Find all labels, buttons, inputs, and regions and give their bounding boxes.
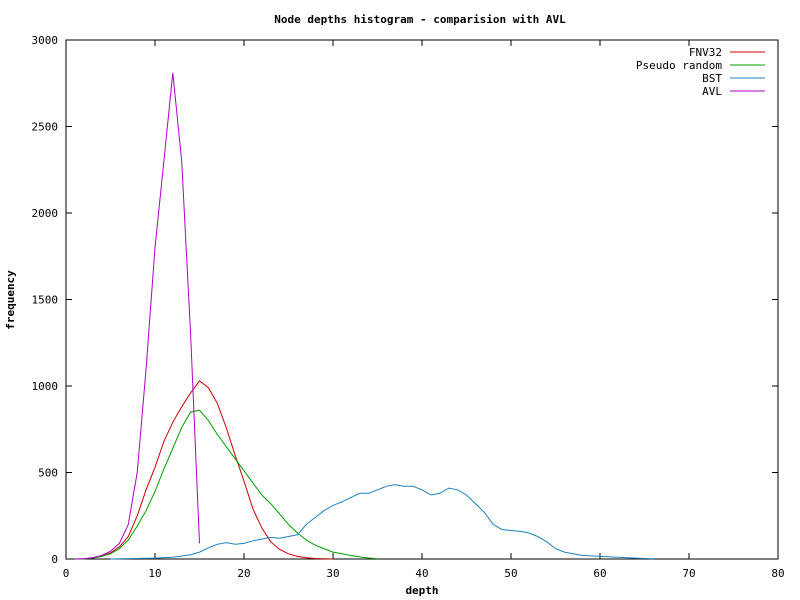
series-line-pseudo-random [74, 409, 378, 560]
series-line-bst [110, 484, 654, 560]
axis-ticks: 0 10 20 30 40 50 60 70 80 0 500 1000 1500 2000 2500 300… [32, 34, 785, 580]
y-tick-label: 2000 [32, 207, 59, 220]
legend-label-fnv32: FNV32 [689, 46, 722, 59]
y-tick-label: 1000 [32, 380, 59, 393]
y-tick-label: 2500 [32, 121, 59, 134]
x-tick-label: 0 [63, 567, 70, 580]
x-tick-label: 30 [326, 567, 339, 580]
y-axis-label: frequency [4, 270, 17, 330]
legend-label-avl: AVL [702, 85, 722, 98]
series-layer [74, 72, 654, 560]
series-line-fnv32 [74, 380, 334, 560]
y-tick-label: 500 [38, 467, 58, 480]
x-axis-label: depth [405, 584, 438, 597]
x-tick-label: 10 [148, 567, 161, 580]
legend-label-pseudo-random: Pseudo random [636, 59, 722, 72]
legend-label-bst: BST [702, 72, 722, 85]
y-tick-label: 3000 [32, 34, 59, 47]
y-tick-label: 1500 [32, 294, 59, 307]
x-tick-label: 50 [504, 567, 517, 580]
x-tick-label: 40 [415, 567, 428, 580]
series-line-avl [74, 72, 200, 560]
y-tick-label: 0 [51, 553, 58, 566]
plot-frame [65, 39, 779, 560]
x-tick-label: 60 [593, 567, 606, 580]
chart-title: Node depths histogram - comparision with… [274, 13, 566, 26]
x-tick-label: 80 [771, 567, 784, 580]
x-tick-label: 20 [237, 567, 250, 580]
x-tick-label: 70 [682, 567, 695, 580]
